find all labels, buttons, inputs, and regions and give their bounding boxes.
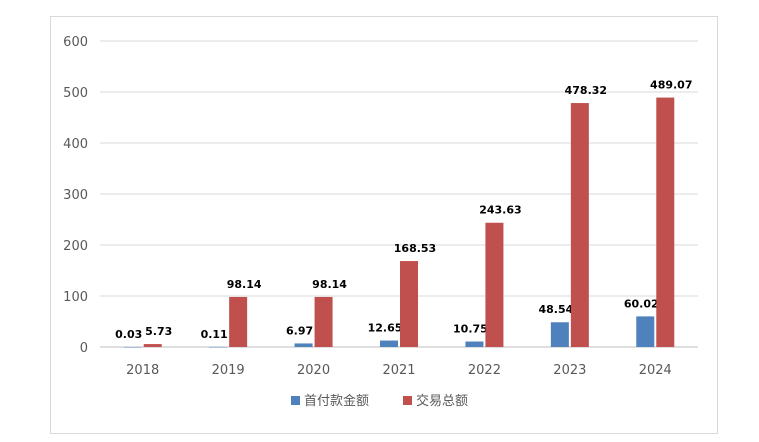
- data-label: 489.07: [650, 79, 692, 92]
- x-tick-label: 2018: [126, 363, 159, 378]
- y-tick-label: 600: [63, 35, 88, 50]
- bar: [400, 261, 418, 347]
- x-tick-label: 2021: [382, 363, 415, 378]
- data-label: 5.73: [145, 325, 172, 338]
- data-label: 0.03: [115, 328, 142, 341]
- bar: [314, 296, 333, 347]
- bar: [143, 344, 162, 347]
- x-tick-label: 2020: [297, 363, 330, 378]
- y-tick-label: 400: [63, 137, 88, 152]
- bar: [123, 346, 142, 348]
- bar: [380, 340, 398, 347]
- data-label: 478.32: [565, 84, 607, 97]
- bar: [229, 296, 248, 347]
- legend-swatch: [403, 396, 412, 405]
- x-tick-label: 2022: [468, 363, 501, 378]
- bar: [570, 103, 589, 348]
- bar: [550, 322, 569, 347]
- y-tick-label: 0: [80, 341, 88, 356]
- data-label: 98.14: [312, 278, 347, 291]
- bar: [636, 316, 655, 347]
- data-label: 60.02: [624, 297, 659, 310]
- data-label: 10.75: [453, 323, 488, 336]
- bar: [294, 343, 313, 347]
- bar: [209, 346, 228, 348]
- bar: [465, 341, 484, 347]
- legend-label: 交易总额: [416, 393, 468, 409]
- bar: [485, 222, 504, 347]
- y-tick-label: 300: [63, 188, 88, 203]
- chart-frame: [50, 16, 718, 434]
- data-label: 168.53: [394, 242, 436, 255]
- x-tick-label: 2023: [553, 363, 586, 378]
- data-label: 6.97: [286, 324, 313, 337]
- data-label: 12.65: [368, 322, 403, 335]
- data-label: 243.63: [479, 204, 521, 217]
- y-tick-label: 100: [63, 290, 88, 305]
- data-label: 98.14: [227, 278, 262, 291]
- bar: [656, 97, 675, 347]
- data-label: 48.54: [538, 303, 573, 316]
- data-label: 0.11: [201, 328, 228, 341]
- y-tick-label: 500: [63, 86, 88, 101]
- y-tick-label: 200: [63, 239, 88, 254]
- x-tick-label: 2024: [639, 363, 672, 378]
- legend-swatch: [291, 396, 300, 405]
- legend-label: 首付款金额: [304, 393, 369, 409]
- x-tick-label: 2019: [212, 363, 245, 378]
